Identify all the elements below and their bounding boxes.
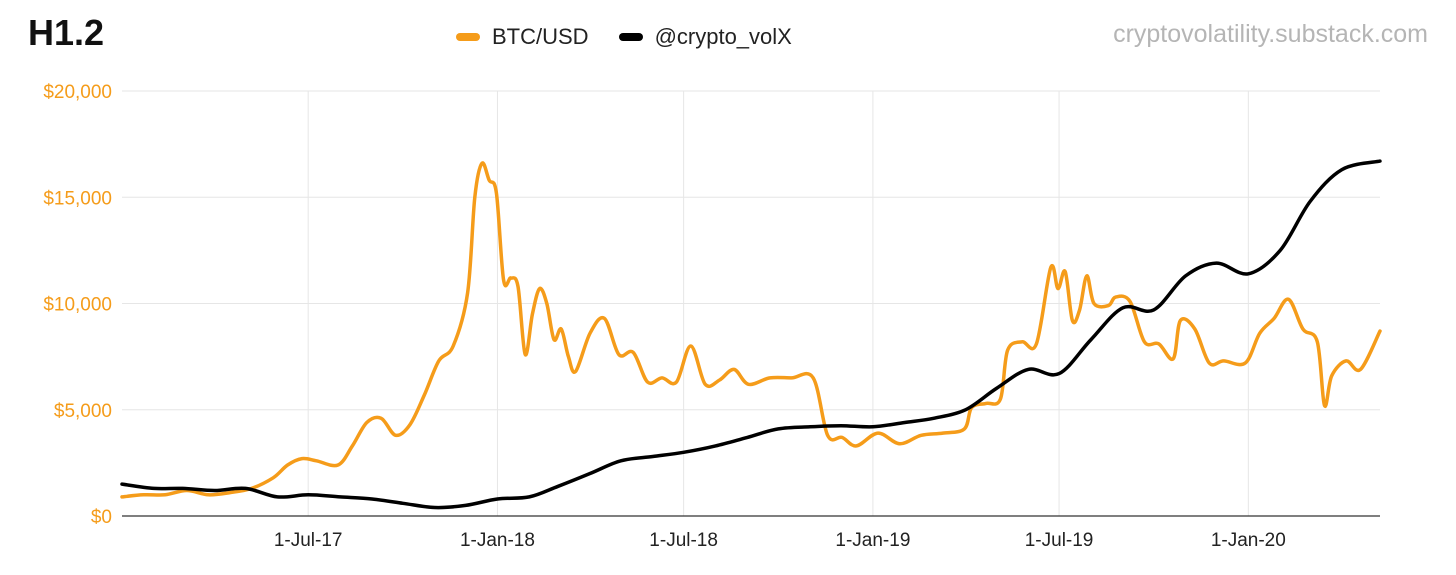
y-tick-label: $15,000 — [43, 188, 112, 209]
chart-title: H1.2 — [28, 12, 105, 53]
x-tick-label: 1-Jul-19 — [1025, 530, 1094, 551]
legend-swatch-volx — [618, 33, 643, 41]
series-line-crypto-volx — [120, 159, 1382, 510]
y-tick-label: $0 — [91, 507, 112, 528]
legend-label-btc: BTC/USD — [492, 24, 589, 49]
legend-swatch-btc — [456, 33, 480, 41]
legend-item-btc: BTC/USD — [456, 24, 589, 50]
legend-item-volx: @crypto_volX — [618, 24, 792, 50]
x-tick-label: 1-Jul-17 — [274, 530, 343, 551]
x-tick-label: 1-Jan-18 — [460, 530, 535, 551]
y-tick-label: $10,000 — [43, 295, 112, 316]
x-tick-label: 1-Jan-20 — [1211, 530, 1286, 551]
source-credit: cryptovolatility.substack.com — [1113, 20, 1428, 48]
legend-label-volx: @crypto_volX — [654, 24, 792, 49]
x-tick-label: 1-Jul-18 — [649, 530, 718, 551]
series-line-btc-usd — [120, 161, 1382, 499]
y-tick-label: $5,000 — [54, 401, 112, 422]
legend: BTC/USD @crypto_volX — [456, 24, 792, 50]
x-tick-label: 1-Jan-19 — [835, 530, 910, 551]
y-tick-label: $20,000 — [43, 82, 112, 103]
